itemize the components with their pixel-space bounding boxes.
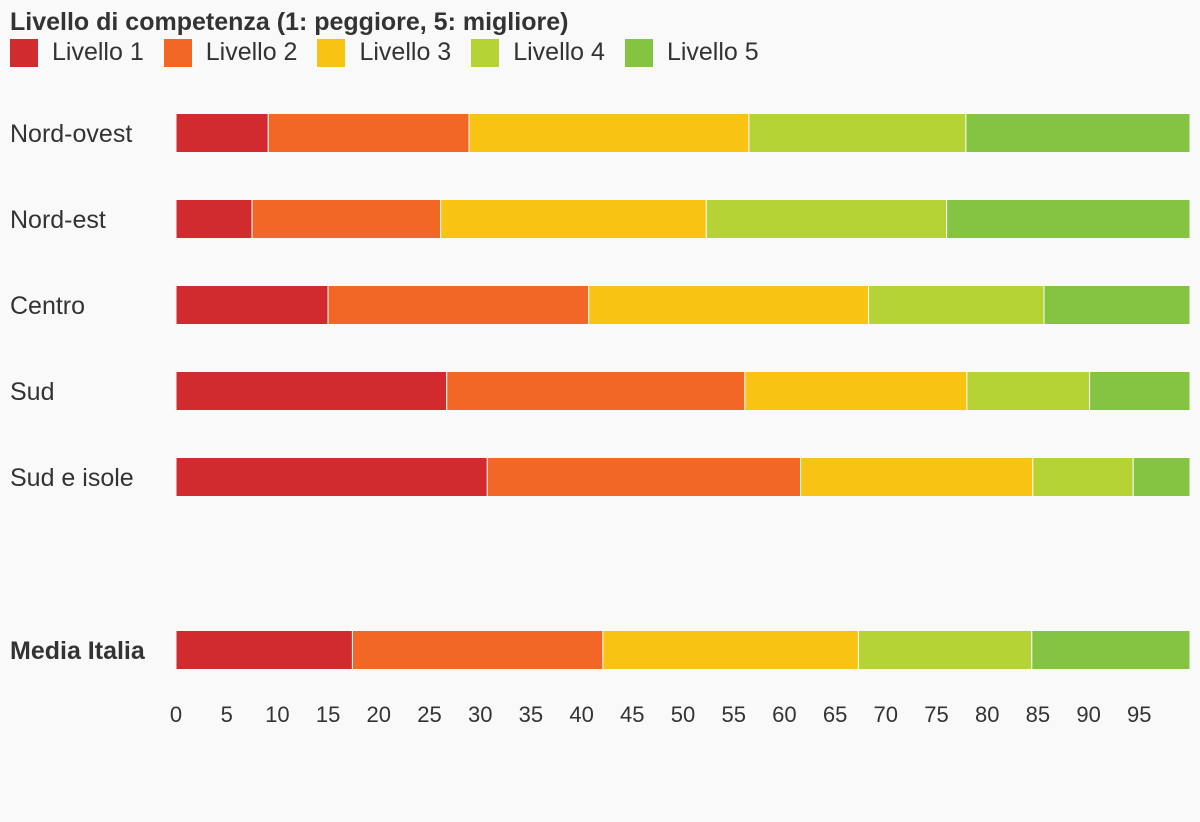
bar-segment-centro-livello-1[interactable] <box>175 285 329 325</box>
x-tick-label: 60 <box>772 702 796 727</box>
bar-segment-nord-ovest-livello-2[interactable] <box>267 113 470 153</box>
x-tick-label: 95 <box>1127 702 1151 727</box>
bar-segment-centro-livello-4[interactable] <box>868 285 1045 325</box>
bar-segment-sud-livello-2[interactable] <box>446 371 746 411</box>
legend-label: Livello 1 <box>52 38 144 66</box>
bar-segment-centro-livello-2[interactable] <box>327 285 590 325</box>
x-tick-label: 90 <box>1076 702 1100 727</box>
x-tick-label: 30 <box>468 702 492 727</box>
bar-segment-nord-est-livello-4[interactable] <box>705 199 948 239</box>
x-tick-label: 80 <box>975 702 999 727</box>
bar-segment-sud-livello-3[interactable] <box>744 371 968 411</box>
category-label-sud: Sud <box>10 378 54 406</box>
bar-segment-nord-ovest-livello-1[interactable] <box>175 113 269 153</box>
legend-label: Livello 2 <box>205 38 298 66</box>
bar-segment-sud-livello-1[interactable] <box>175 371 448 411</box>
bar-segment-nord-est-livello-3[interactable] <box>440 199 707 239</box>
legend-item-livello-2[interactable]: Livello 2 <box>163 38 298 67</box>
bar-segment-sud-e-isole-livello-3[interactable] <box>800 457 1034 497</box>
x-tick-label: 55 <box>721 702 745 727</box>
bar-segment-sud-livello-4[interactable] <box>966 371 1091 411</box>
bar-segment-centro-livello-3[interactable] <box>588 285 870 325</box>
bar-segment-nord-ovest-livello-3[interactable] <box>468 113 750 153</box>
bar-segment-nord-est-livello-5[interactable] <box>946 199 1191 239</box>
legend: Livello 1 Livello 2 Livello 3 Livello 4 Live… <box>10 38 779 67</box>
legend-label: Livello 4 <box>513 38 605 66</box>
x-tick-label: 65 <box>823 702 847 727</box>
bar-segment-nord-ovest-livello-4[interactable] <box>748 113 967 153</box>
x-tick-label: 85 <box>1026 702 1050 727</box>
x-tick-label: 70 <box>874 702 898 727</box>
legend-item-livello-5[interactable]: Livello 5 <box>624 38 759 67</box>
legend-item-livello-1[interactable]: Livello 1 <box>10 38 144 67</box>
x-tick-label: 25 <box>417 702 441 727</box>
legend-swatch <box>10 38 38 67</box>
x-tick-label: 75 <box>924 702 948 727</box>
legend-swatch <box>471 38 500 67</box>
chart-title: Livello di competenza (1: peggiore, 5: m… <box>10 8 569 36</box>
x-tick-label: 10 <box>265 702 289 727</box>
bar-segment-nord-est-livello-2[interactable] <box>251 199 442 239</box>
x-tick-label: 0 <box>170 702 182 727</box>
category-label-centro: Centro <box>10 292 85 320</box>
bar-segment-sud-e-isole-livello-5[interactable] <box>1132 457 1191 497</box>
category-label-nord-est: Nord-est <box>10 206 106 234</box>
x-tick-label: 5 <box>221 702 233 727</box>
bar-segment-media-italia-livello-1[interactable] <box>175 630 353 670</box>
x-tick-label: 15 <box>316 702 340 727</box>
bar-segment-sud-e-isole-livello-2[interactable] <box>486 457 802 497</box>
legend-label: Livello 5 <box>666 38 759 66</box>
x-tick-label: 40 <box>569 702 593 727</box>
category-label-sud-e-isole: Sud e isole <box>10 464 134 492</box>
bar-segment-sud-e-isole-livello-4[interactable] <box>1032 457 1134 497</box>
x-tick-label: 50 <box>671 702 695 727</box>
legend-swatch <box>163 38 192 67</box>
category-label-nord-ovest: Nord-ovest <box>10 120 132 148</box>
legend-item-livello-3[interactable]: Livello 3 <box>317 38 451 67</box>
x-tick-label: 35 <box>519 702 543 727</box>
legend-swatch <box>317 38 346 67</box>
legend-label: Livello 3 <box>359 38 452 66</box>
bar-segment-nord-est-livello-1[interactable] <box>175 199 253 239</box>
legend-swatch <box>624 38 653 67</box>
bar-segment-nord-ovest-livello-5[interactable] <box>965 113 1191 153</box>
bar-segment-media-italia-livello-5[interactable] <box>1031 630 1191 670</box>
legend-item-livello-4[interactable]: Livello 4 <box>471 38 605 67</box>
bar-segment-media-italia-livello-2[interactable] <box>351 630 604 670</box>
bar-segment-sud-e-isole-livello-1[interactable] <box>175 457 488 497</box>
category-label-media-italia: Media Italia <box>10 637 146 665</box>
bar-segment-media-italia-livello-4[interactable] <box>857 630 1033 670</box>
x-tick-label: 45 <box>620 702 644 727</box>
bar-segment-centro-livello-5[interactable] <box>1043 285 1191 325</box>
x-tick-label: 20 <box>367 702 391 727</box>
bar-segment-media-italia-livello-3[interactable] <box>602 630 859 670</box>
bar-segment-sud-livello-5[interactable] <box>1089 371 1191 411</box>
